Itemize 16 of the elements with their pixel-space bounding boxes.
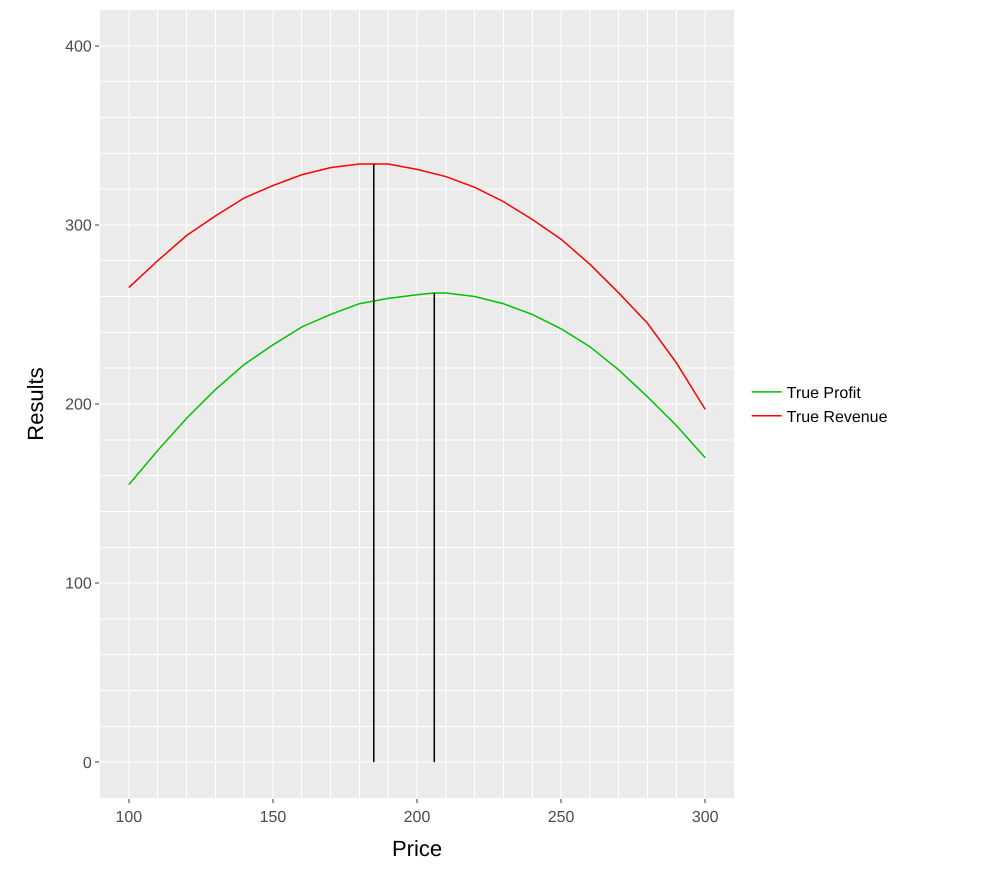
x-tick-label: 200: [404, 809, 430, 826]
y-tick-label: 300: [65, 218, 92, 235]
x-tick-label: 150: [260, 809, 286, 826]
x-axis-title: Price: [392, 836, 442, 862]
y-axis-title: Results: [22, 367, 48, 441]
y-tick-label: 100: [65, 576, 92, 593]
y-tick-label: 0: [82, 754, 92, 772]
y-tick-label: 400: [65, 38, 92, 56]
x-tick-label: 300: [692, 809, 719, 826]
y-tick-label: 200: [65, 396, 92, 414]
line-series: [128, 163, 706, 410]
x-tick-label: 100: [115, 809, 142, 826]
x-tick-label: 250: [548, 809, 575, 826]
legend-label: True Profit: [786, 385, 862, 402]
legend-label: True Revenue: [786, 408, 888, 426]
line-series: [128, 292, 706, 486]
